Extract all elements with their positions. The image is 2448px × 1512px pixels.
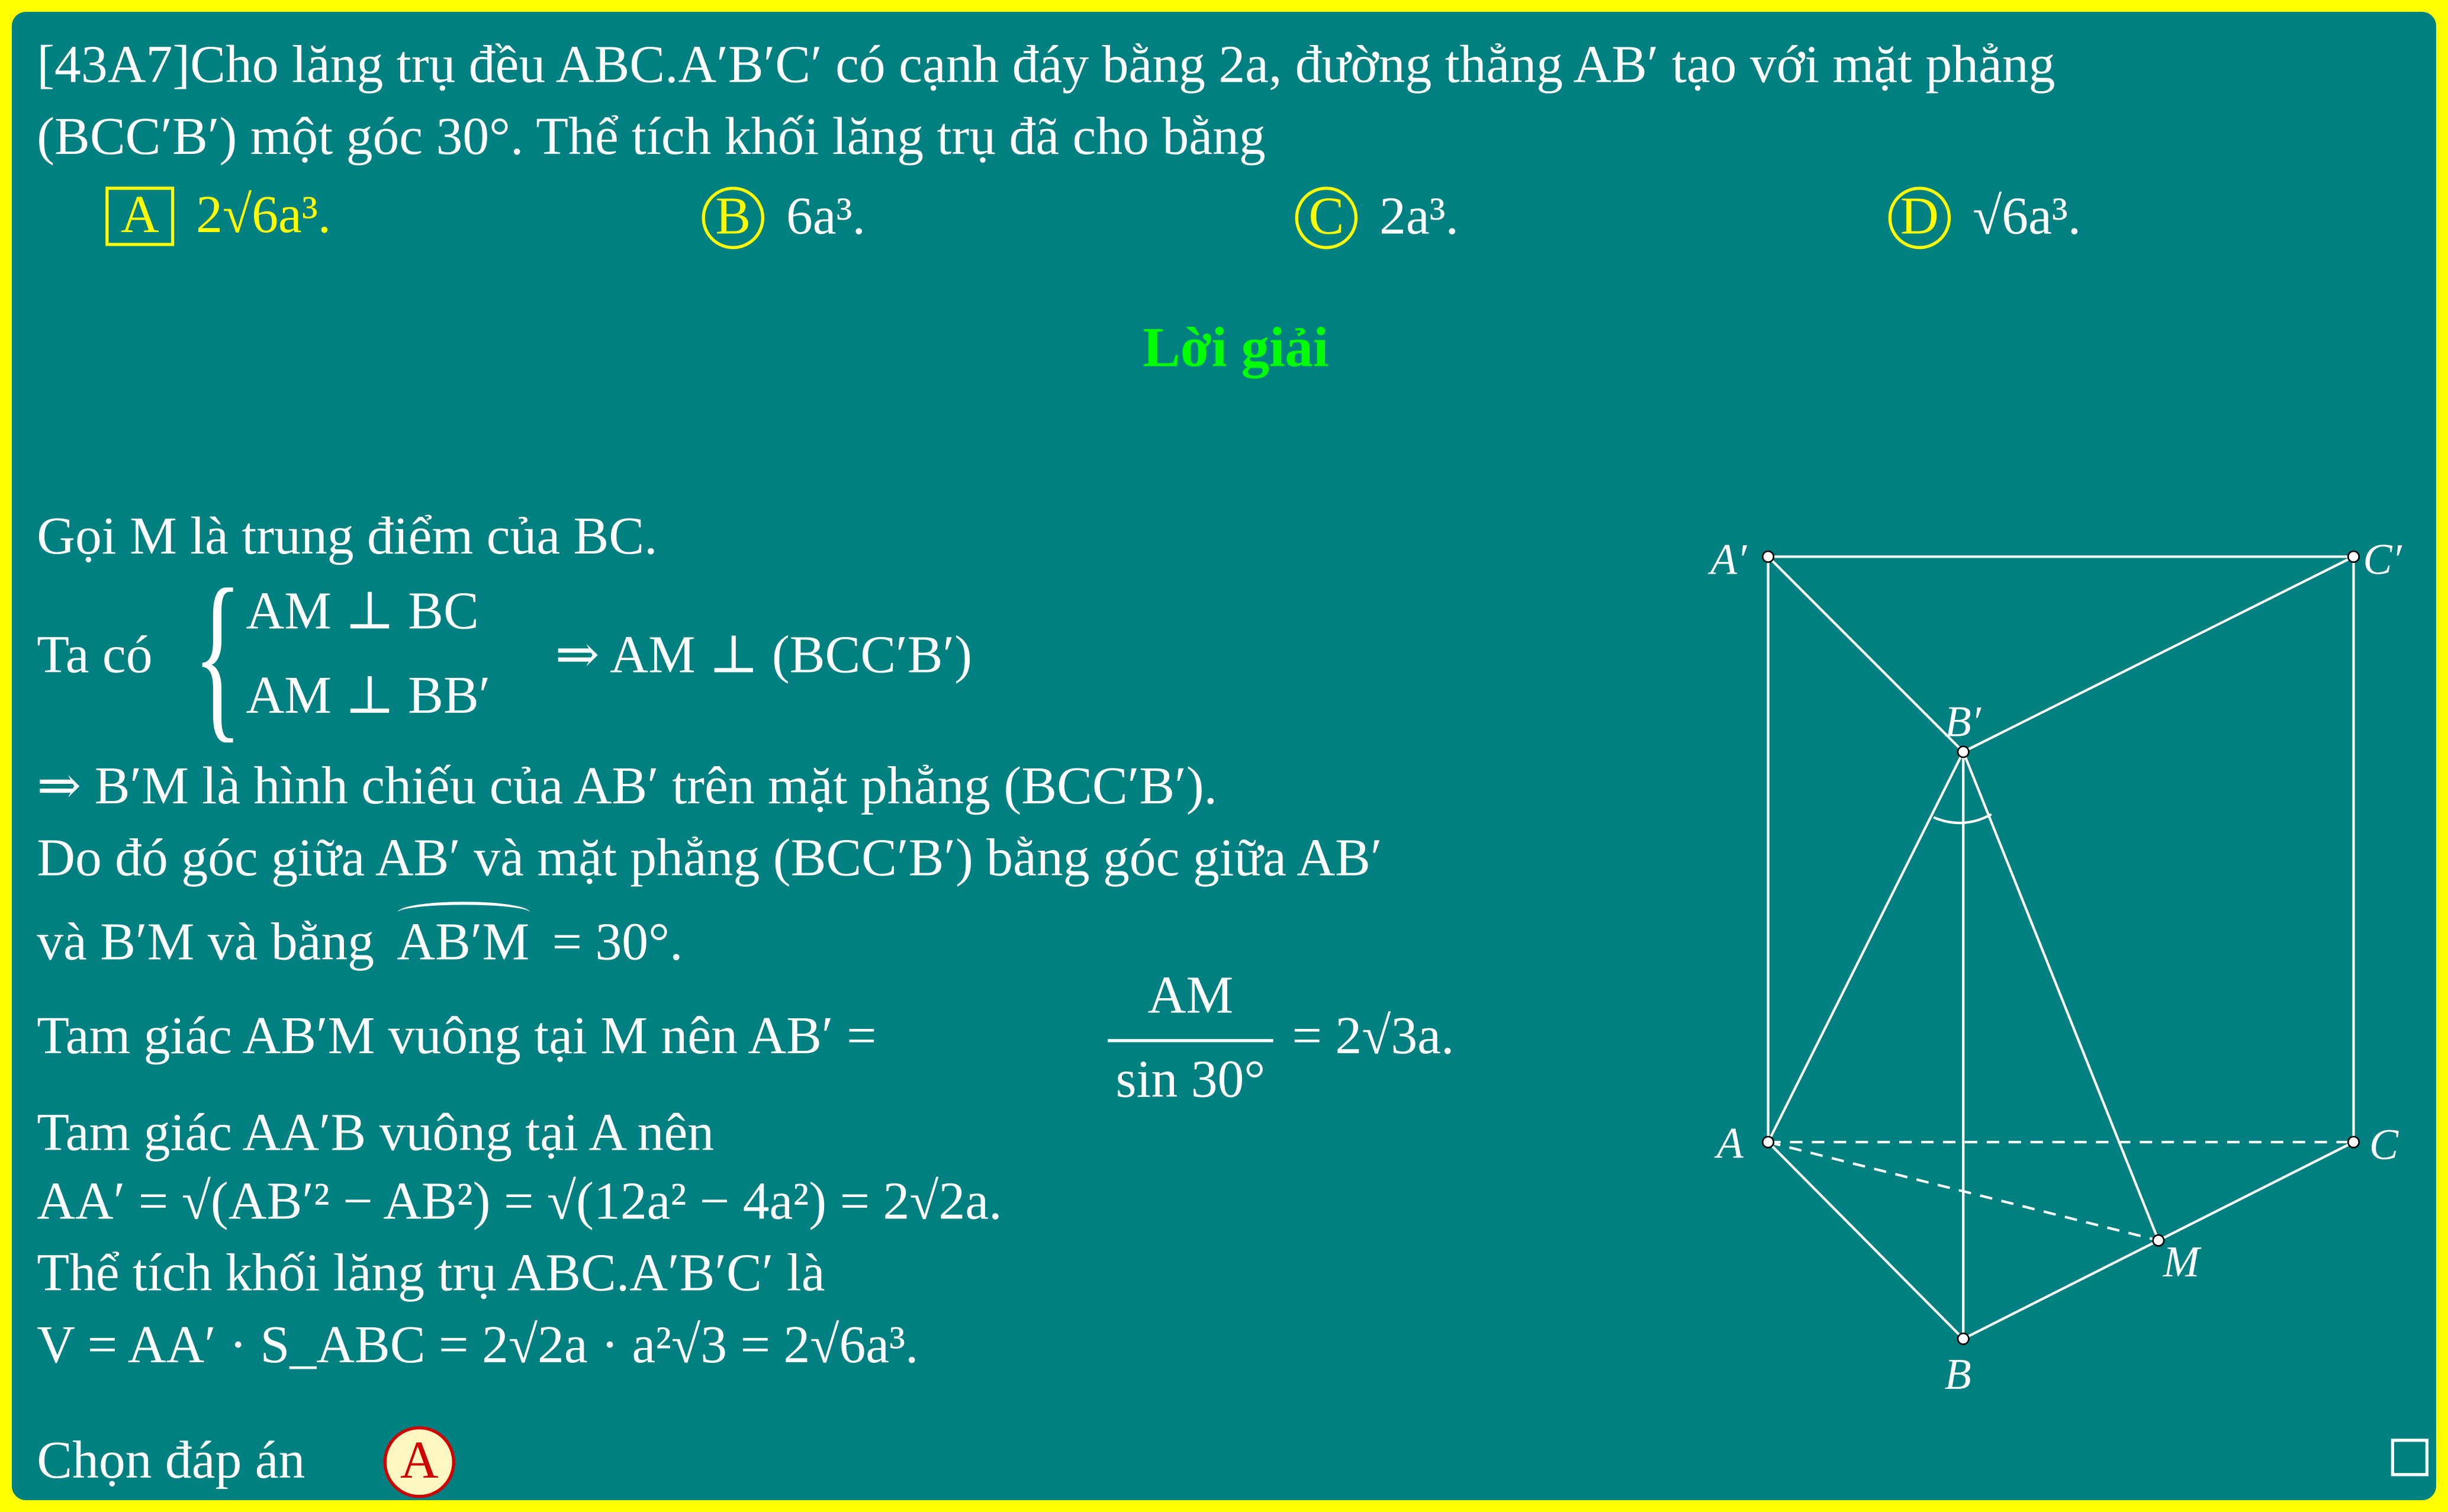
angle-hat: [397, 902, 530, 924]
solution-line-6-end: = 2√3a.: [1292, 1008, 1455, 1066]
edge-ab: [1767, 1141, 1964, 1340]
solution-line-8: AA′ = √(AB′² − AB²) = √(12a² − 4a²) = 2√…: [37, 1173, 1002, 1231]
system-line-2: AM ⊥ BB′: [246, 667, 491, 726]
question-line-2: (BCC′B′) một góc 30°. Thể tích khối lăng…: [37, 108, 1266, 167]
choice-c[interactable]: C 2a³.: [1295, 186, 1459, 249]
solution-line-10: V = AA′ · S_ABC = 2√2a · a²√3 = 2√6a³.: [37, 1317, 919, 1375]
choice-a[interactable]: A 2√6a³.: [105, 186, 331, 246]
choice-b[interactable]: B 6a³.: [702, 186, 866, 249]
edge-a1b1: [1767, 555, 1964, 753]
question-line-1: [43A7]Cho lăng trụ đều ABC.A′B′C′ có cạn…: [37, 37, 2055, 95]
edge-b1c1: [1963, 555, 2354, 753]
solution-line-9: Thể tích khối lăng trụ ABC.A′B′C′ là: [37, 1245, 825, 1303]
choice-a-text: 2√6a³.: [196, 186, 332, 245]
label-b1: B′: [1945, 697, 1982, 746]
choice-b-marker: B: [702, 186, 765, 249]
choice-d-text: √6a³.: [1973, 188, 2082, 246]
label-a1: A′: [1707, 535, 1748, 583]
label-c: C: [2369, 1120, 2399, 1169]
solution-line-7: Tam giác AA′B vuông tại A nên: [37, 1104, 715, 1163]
label-c1: C′: [2363, 535, 2402, 583]
choice-d-marker: D: [1888, 186, 1951, 249]
solution-title: Lời giải: [1143, 316, 1329, 379]
choice-c-text: 2a³.: [1379, 188, 1459, 246]
angle-arc: [1933, 813, 1992, 825]
label-b: B: [1945, 1350, 1971, 1398]
prism-figure: A′ C′ B′ A C M B: [1707, 535, 2403, 1398]
system-brace: {: [192, 550, 243, 758]
angle-name: AB′M: [397, 914, 530, 972]
line-5-end: = 30°.: [552, 914, 683, 972]
content-stage: [43A7]Cho lăng trụ đều ABC.A′B′C′ có cạn…: [12, 12, 2436, 1500]
choose-answer-label: Chọn đáp án: [37, 1432, 305, 1491]
choice-b-text: 6a³.: [786, 188, 866, 246]
angle-notation: AB′M: [397, 902, 530, 972]
point-m: [2152, 1234, 2165, 1247]
segment-b1m: [1962, 751, 2160, 1241]
point-c: [2347, 1135, 2360, 1149]
fraction-denominator: sin 30°: [1115, 1051, 1266, 1109]
ta-co-label: Ta có: [37, 626, 153, 685]
point-a1: [1762, 550, 1775, 563]
label-m: M: [2163, 1237, 2202, 1286]
answer-badge: A: [383, 1426, 455, 1498]
choice-d[interactable]: D √6a³.: [1888, 186, 2082, 249]
fraction-bar: [1108, 1039, 1273, 1043]
system-implication: ⇒ AM ⊥ (BCC′B′): [555, 626, 973, 685]
fraction-numerator: AM: [1147, 967, 1234, 1025]
solution-line-6-start: Tam giác AB′M vuông tại M nên AB′ =: [37, 1008, 877, 1066]
segment-ab1: [1767, 751, 1965, 1143]
point-c1: [2347, 550, 2360, 563]
solution-line-1: Gọi M là trung điểm của BC.: [37, 508, 658, 567]
choice-c-marker: C: [1295, 186, 1358, 249]
segment-am-hidden: [1768, 1141, 2159, 1242]
label-a: A: [1714, 1119, 1744, 1167]
point-a: [1762, 1135, 1775, 1149]
point-b1: [1957, 745, 1970, 758]
qed-box: [2391, 1439, 2429, 1476]
system-line-1: AM ⊥ BC: [246, 583, 479, 641]
solution-line-5: và B′M và bằng AB′M = 30°.: [37, 902, 683, 972]
solution-line-3: ⇒ B′M là hình chiếu của AB′ trên mặt phẳ…: [37, 758, 1218, 816]
solution-line-4: Do đó góc giữa AB′ và mặt phẳng (BCC′B′)…: [37, 829, 1382, 888]
choice-a-marker: A: [105, 186, 175, 246]
line-5-start: và B′M và bằng: [37, 914, 375, 972]
point-b: [1957, 1332, 1970, 1345]
